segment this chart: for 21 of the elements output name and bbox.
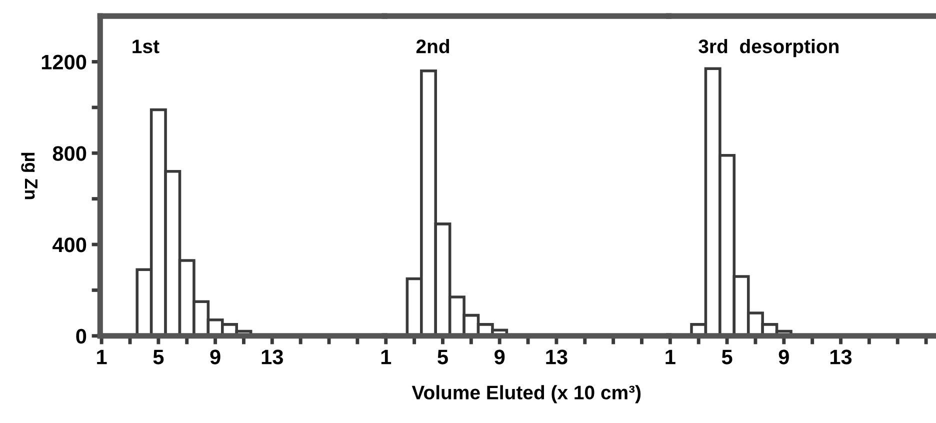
x-tick-label: 5 xyxy=(438,350,448,364)
y-tick-label: 0 xyxy=(76,328,86,344)
x-tick-label: 13 xyxy=(830,350,852,364)
x-axis-title: Volume Eluted (x 10 cm³) xyxy=(412,385,641,404)
x-tick-label: 5 xyxy=(153,350,164,364)
x-tick-label: 9 xyxy=(210,350,220,364)
x-tick-label: 9 xyxy=(494,350,505,364)
annotation: 2nd xyxy=(416,38,450,54)
y-tick-label: 400 xyxy=(52,237,86,252)
x-tick-label: 5 xyxy=(722,350,732,364)
y-tick-label: 800 xyxy=(52,146,86,161)
x-tick-label: 1 xyxy=(97,350,107,364)
x-tick-label: 1 xyxy=(381,350,392,364)
x-tick-label: 9 xyxy=(778,350,789,364)
x-tick-label: 13 xyxy=(262,350,283,364)
x-tick-label: 13 xyxy=(546,350,568,364)
annotation: 1st xyxy=(132,40,160,54)
y-tick-label: 1200 xyxy=(42,54,86,70)
annotation: 3rd desorption xyxy=(698,38,838,58)
y-axis-title: µg Zn xyxy=(21,152,38,200)
x-tick-label: 1 xyxy=(666,350,676,364)
